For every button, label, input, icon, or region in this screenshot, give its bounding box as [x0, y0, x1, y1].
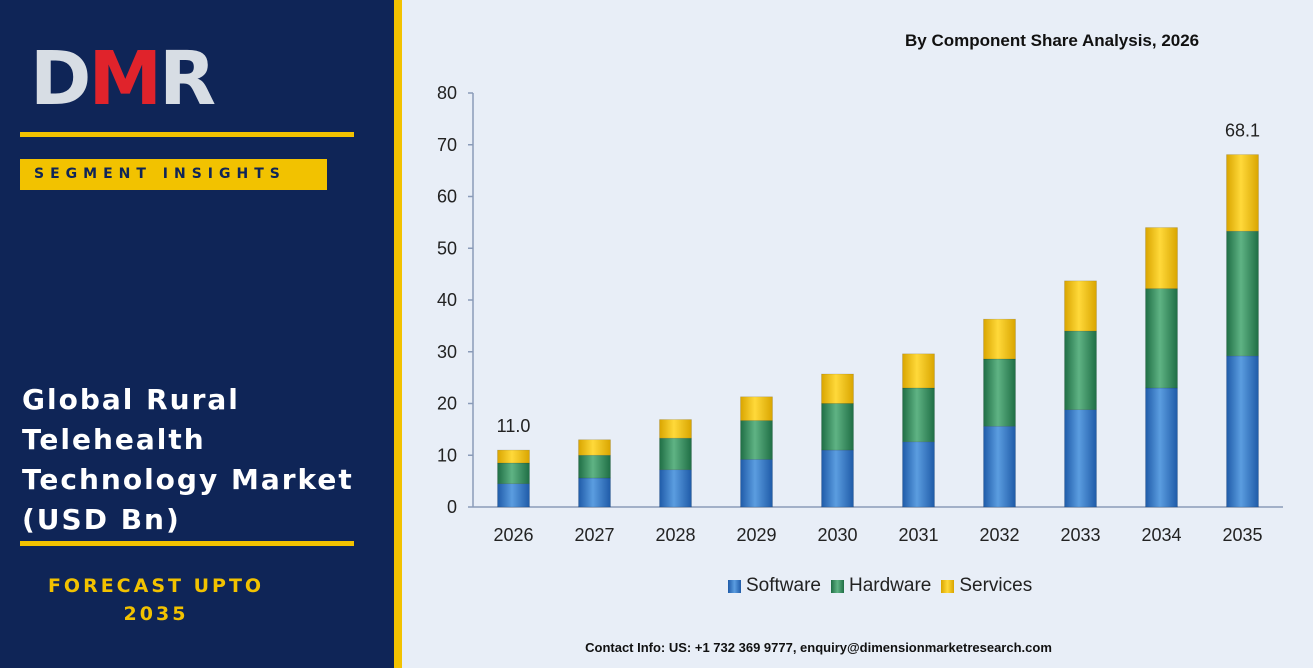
y-tick-label: 80: [437, 83, 457, 103]
x-tick-label: 2031: [898, 525, 938, 545]
legend-item-services: Services: [941, 575, 1032, 597]
report-title: Global Rural Telehealth Technology Marke…: [22, 383, 354, 536]
x-tick-label: 2026: [493, 525, 533, 545]
chart-title: By Component Share Analysis, 2026: [905, 31, 1200, 50]
legend-item-hardware: Hardware: [830, 575, 932, 597]
bottom-gold-rule: [20, 541, 354, 546]
panel-divider: [394, 0, 402, 668]
y-tick-label: 10: [437, 445, 457, 465]
legend-label-services: Services: [959, 575, 1033, 596]
y-tick-label: 50: [437, 238, 457, 258]
y-tick-label: 70: [437, 135, 457, 155]
bar-segment-services-2028: [659, 419, 692, 439]
x-tick-label: 2029: [736, 525, 776, 545]
bar-segment-services-2034: [1145, 227, 1178, 289]
bar-segment-hardware-2033: [1064, 330, 1097, 411]
bar-segment-software-2027: [578, 477, 611, 508]
legend-swatch-hardware: [830, 579, 844, 593]
legend-label-software: Software: [746, 575, 821, 596]
segment-insights-badge: SEGMENT INSIGHTS: [20, 159, 327, 190]
x-tick-label: 2027: [574, 525, 614, 545]
bar-segment-services-2027: [578, 439, 611, 456]
bar-segment-hardware-2034: [1145, 288, 1178, 389]
bar-segment-services-2035: [1226, 154, 1259, 232]
x-tick-label: 2032: [979, 525, 1019, 545]
contact-text: Contact Info: US: +1 732 369 9777, enqui…: [585, 640, 1052, 655]
bar-segment-hardware-2030: [821, 403, 854, 451]
bar-segment-hardware-2029: [740, 420, 773, 460]
x-tick-label: 2028: [655, 525, 695, 545]
legend-swatch-services: [941, 579, 955, 593]
legend-swatch-software: [728, 579, 741, 593]
left-panel: DMR SEGMENT INSIGHTS Global Rural Telehe…: [0, 0, 394, 668]
logo-letter-m: M: [88, 36, 162, 122]
bar-segment-software-2032: [983, 425, 1016, 508]
bar-segment-hardware-2031: [902, 387, 935, 443]
y-tick-label: 20: [437, 394, 457, 414]
bar-segment-hardware-2035: [1226, 230, 1259, 357]
bar-segment-hardware-2026: [497, 462, 530, 485]
y-tick-label: 0: [447, 497, 457, 517]
logo-letter-d: D: [30, 36, 91, 122]
y-tick-label: 30: [437, 342, 457, 362]
bar-segment-software-2033: [1064, 409, 1097, 508]
bar-segment-hardware-2032: [983, 358, 1016, 427]
bar-segment-software-2030: [821, 449, 854, 508]
bar-segment-software-2034: [1145, 387, 1178, 508]
logo-letter-r: R: [159, 36, 216, 122]
x-tick-label: 2035: [1222, 525, 1262, 545]
bar-segment-hardware-2027: [578, 454, 611, 479]
bar-segment-software-2035: [1226, 355, 1259, 508]
bar-segment-services-2029: [740, 396, 773, 421]
dmr-logo: DMR: [30, 38, 230, 120]
bar-segment-software-2028: [659, 469, 692, 508]
bar-segment-services-2026: [497, 449, 530, 464]
y-tick-label: 60: [437, 187, 457, 207]
x-tick-label: 2034: [1141, 525, 1181, 545]
bar-segment-software-2029: [740, 459, 773, 508]
x-tick-label: 2033: [1060, 525, 1100, 545]
legend-item-software: Software: [728, 575, 821, 597]
bar-segment-services-2031: [902, 353, 935, 389]
chart-legend: Software Hardware Services: [728, 575, 1042, 597]
contact-info: Contact Info: US: +1 732 369 9777, enqui…: [402, 640, 1313, 655]
y-tick-label: 40: [437, 290, 457, 310]
data-label-2026: 11.0: [497, 416, 531, 436]
bar-segment-software-2026: [497, 483, 530, 508]
bar-segment-software-2031: [902, 441, 935, 508]
data-label-2035: 68.1: [1225, 121, 1260, 141]
bar-segment-services-2033: [1064, 280, 1097, 332]
x-tick-label: 2030: [817, 525, 857, 545]
top-gold-rule: [20, 132, 354, 137]
bar-segment-hardware-2028: [659, 437, 692, 471]
bar-segment-services-2030: [821, 373, 854, 404]
bar-segment-services-2032: [983, 318, 1016, 360]
legend-label-hardware: Hardware: [848, 575, 932, 596]
forecast-label: FORECAST UPTO 2035: [47, 575, 265, 625]
